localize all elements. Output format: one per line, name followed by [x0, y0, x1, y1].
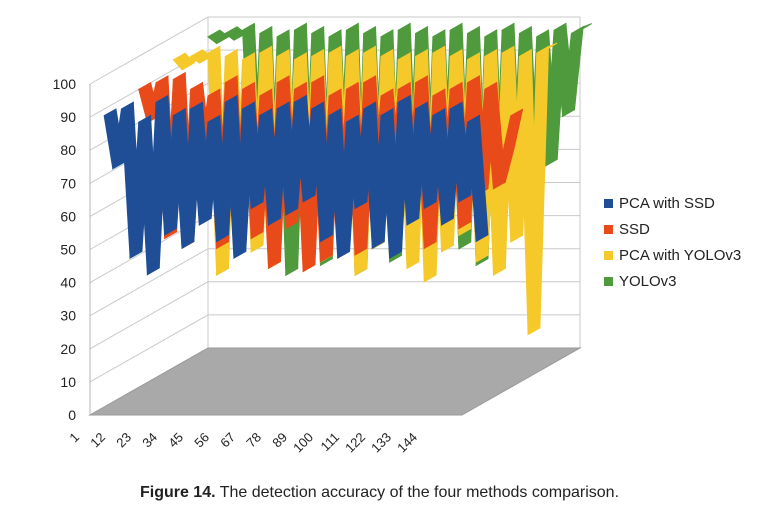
legend-item: PCA with SSD	[604, 190, 741, 216]
x-tick-label: 78	[243, 430, 264, 451]
figure-caption: Figure 14. The detection accuracy of the…	[0, 484, 759, 502]
series-segment	[536, 42, 558, 54]
y-tick-label: 60	[60, 208, 76, 224]
legend-swatch	[604, 198, 613, 208]
x-tick-label: 56	[191, 430, 212, 451]
chart-floor-plane	[88, 347, 582, 416]
x-tick-label: 45	[165, 430, 186, 451]
chart-legend: PCA with SSD SSD PCA with YOLOv3 YOLOv3	[604, 190, 741, 294]
legend-swatch	[604, 276, 613, 286]
x-tick-label: 34	[139, 430, 160, 451]
x-tick-label: 122	[342, 430, 368, 456]
legend-swatch	[604, 250, 613, 260]
legend-label: PCA with SSD	[619, 194, 715, 212]
x-tick-label: 89	[269, 430, 290, 451]
x-tick-label: 23	[113, 430, 134, 451]
legend-label: YOLOv3	[619, 272, 677, 290]
y-tick-label: 100	[53, 76, 77, 92]
series-segment	[571, 23, 593, 35]
x-tick-label: 100	[290, 430, 316, 456]
x-axis: 1 12 23 34 45 56 67 78 89 100 111 122 133 144	[66, 430, 420, 456]
series-segment	[501, 108, 524, 157]
x-tick-label: 67	[217, 430, 238, 451]
x-tick-label: 133	[368, 430, 394, 456]
y-axis: 0 10 20 30 40 50 60 70 80 90 100	[53, 76, 77, 423]
x-tick-label: 12	[87, 430, 108, 451]
caption-label: Figure 14.	[139, 484, 216, 501]
y-tick-label: 40	[60, 275, 76, 291]
y-tick-label: 70	[60, 175, 76, 191]
legend-item: PCA with YOLOv3	[604, 242, 741, 268]
legend-item: YOLOv3	[604, 268, 741, 294]
x-tick-label: 144	[394, 430, 420, 456]
caption-text: The detection accuracy of the four metho…	[219, 484, 620, 501]
chart-floor	[88, 347, 582, 416]
legend-label: SSD	[619, 220, 650, 238]
x-tick-label: 111	[318, 430, 343, 455]
series-pca-with-ssd	[103, 94, 489, 276]
legend-item: SSD	[604, 216, 741, 242]
legend-swatch	[604, 224, 613, 234]
chart-canvas: 0 10 20 30 40 50 60 70 80 90 100 1 12 23 34 45 56 67 78 89…	[53, 16, 593, 456]
y-tick-label: 10	[60, 374, 76, 390]
legend-label: PCA with YOLOv3	[619, 246, 742, 264]
y-tick-label: 80	[60, 142, 76, 158]
y-tick-label: 50	[60, 242, 76, 258]
y-tick-label: 30	[60, 308, 76, 324]
series-segment	[466, 114, 489, 243]
chart-series-ribbons	[103, 22, 593, 336]
y-tick-label: 20	[60, 341, 76, 357]
y-tick-label: 90	[60, 109, 76, 125]
y-tick-label: 0	[68, 407, 76, 423]
x-tick-label: 1	[66, 430, 82, 446]
